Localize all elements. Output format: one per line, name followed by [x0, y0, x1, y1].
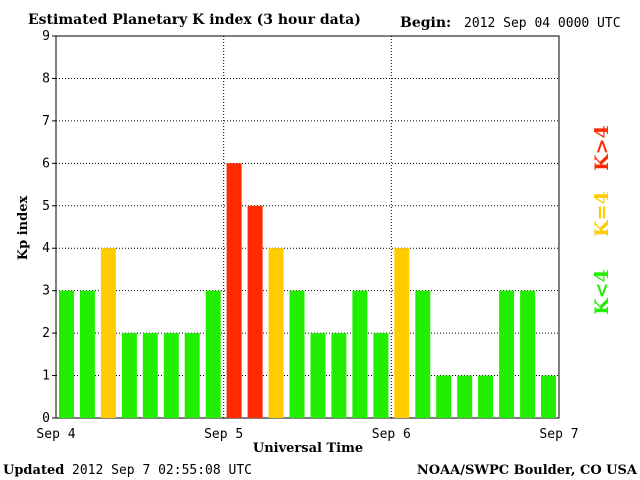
legend-high: K>4 — [591, 125, 613, 171]
kp-bar — [121, 333, 137, 418]
begin-date: 2012 Sep 04 0000 UTC — [464, 16, 621, 31]
y-tick-label: 9 — [42, 29, 50, 44]
kp-bar — [289, 290, 305, 418]
y-tick-label: 7 — [42, 114, 50, 129]
x-axis-label: Universal Time — [253, 441, 363, 456]
x-tick-label: Sep 6 — [372, 427, 411, 442]
begin-label: Begin: — [400, 15, 451, 31]
kp-bar — [436, 375, 452, 418]
kp-bar — [373, 333, 389, 418]
chart-title: Estimated Planetary K index (3 hour data… — [28, 12, 361, 28]
kp-bar — [100, 248, 116, 418]
kp-bar — [520, 290, 536, 418]
y-axis-label: Kp index — [16, 196, 31, 261]
updated-timestamp: 2012 Sep 7 02:55:08 UTC — [72, 463, 252, 478]
kp-bar — [415, 290, 431, 418]
credit-text: NOAA/SWPC Boulder, CO USA — [417, 463, 638, 478]
kp-bar — [142, 333, 158, 418]
kp-bar — [59, 290, 74, 418]
kp-bar — [79, 290, 95, 418]
y-tick-label: 4 — [42, 241, 50, 256]
legend-equal: K=4 — [591, 191, 613, 237]
x-tick-label: Sep 7 — [539, 427, 578, 442]
grid-lines — [56, 36, 559, 418]
legend-low: K<4 — [591, 269, 613, 315]
x-tick-label: Sep 5 — [204, 427, 243, 442]
y-axis: 0 1 2 3 4 5 6 7 8 9 — [42, 29, 56, 426]
kp-bar — [268, 248, 284, 418]
y-tick-label: 8 — [42, 71, 50, 86]
x-axis: Sep 4 Sep 5 Sep 6 Sep 7 — [36, 427, 578, 442]
kp-bar — [226, 163, 242, 418]
y-tick-label: 1 — [42, 369, 50, 384]
kp-bar — [394, 248, 410, 418]
kp-bar — [478, 375, 494, 418]
y-tick-label: 5 — [42, 199, 50, 214]
kp-bar — [310, 333, 326, 418]
kp-bar — [205, 290, 221, 418]
kp-bar — [457, 375, 473, 418]
kp-bar — [184, 333, 200, 418]
kp-bar — [499, 290, 515, 418]
kp-bar — [163, 333, 179, 418]
bars — [59, 163, 556, 418]
kp-bar — [352, 290, 368, 418]
x-tick-label: Sep 4 — [36, 427, 75, 442]
y-tick-label: 2 — [42, 326, 50, 341]
updated-label: Updated — [3, 463, 64, 478]
kp-bar — [541, 375, 556, 418]
y-tick-label: 6 — [42, 156, 50, 171]
plot-area: 0 1 2 3 4 5 6 7 8 9 Sep 4 Sep 5 Sep 6 Sep 7 — [36, 29, 578, 442]
y-tick-label: 0 — [42, 411, 50, 426]
kp-bar — [247, 205, 263, 418]
legend: K>4 K=4 K<4 — [591, 125, 613, 315]
y-tick-label: 3 — [42, 284, 50, 299]
kp-bar — [331, 333, 347, 418]
plot-frame — [55, 35, 560, 419]
